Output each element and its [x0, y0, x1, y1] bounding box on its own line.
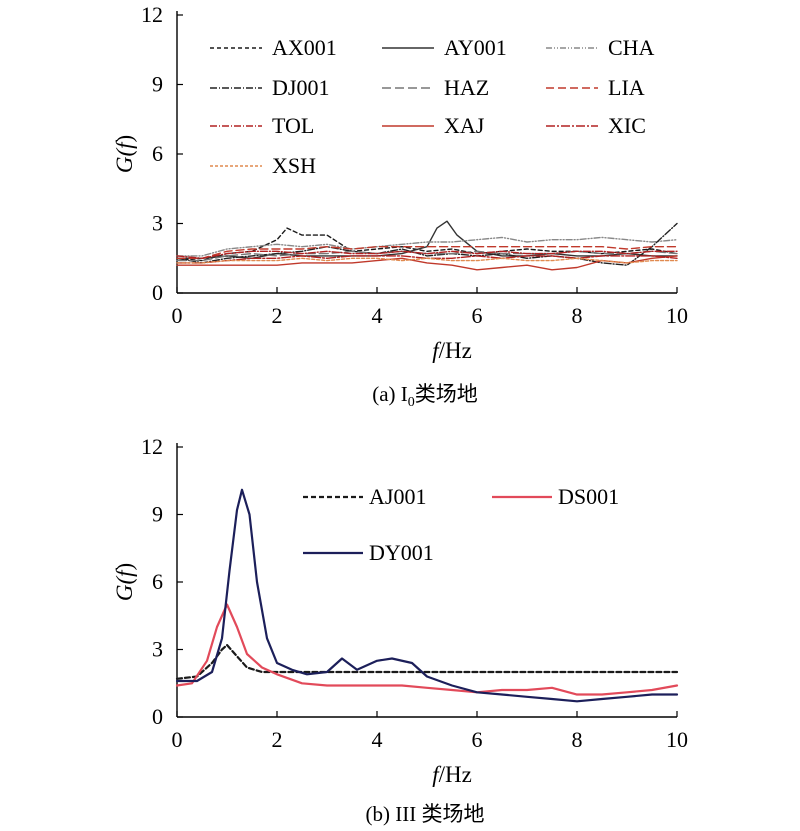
legend-label-xaj: XAJ [444, 113, 485, 138]
x-tick-label: 4 [372, 727, 383, 752]
caption-subscript: 0 [408, 395, 415, 410]
series-line-xaj [176, 255, 678, 271]
x-tick-label: 0 [172, 303, 183, 328]
y-tick-label: 12 [141, 434, 163, 459]
x-tick-label: 8 [572, 727, 583, 752]
legend-label-ax001: AX001 [272, 35, 337, 60]
y-axis-title: G(f) [112, 563, 137, 601]
chart-caption: (a) I0类场地 [372, 382, 478, 410]
legend-label-cha: CHA [608, 35, 655, 60]
y-axis-title: G(f) [112, 135, 137, 173]
chart-caption: (b) III 类场地 [366, 802, 485, 826]
caption-prefix: (a) I [372, 382, 408, 406]
y-axis-title-g: G( [112, 148, 137, 174]
x-tick-label: 6 [472, 727, 483, 752]
series-line-ds001 [175, 603, 679, 696]
legend-label-xsh: XSH [272, 153, 316, 178]
y-tick-label: 6 [152, 141, 163, 166]
legend-label-lia: LIA [608, 75, 645, 100]
legend-label-aj001: AJ001 [369, 484, 426, 509]
y-tick-label: 3 [152, 637, 163, 662]
y-tick-label: 6 [152, 569, 163, 594]
legend-label-xic: XIC [608, 113, 646, 138]
y-tick-label: 0 [152, 280, 163, 305]
x-axis-title-f: f [432, 338, 442, 363]
caption-suffix: 类场地 [415, 382, 478, 406]
series-line-aj001 [175, 643, 679, 680]
series-line-haz [176, 250, 678, 262]
legend-label-ds001: DS001 [558, 484, 619, 509]
legend-label-ay001: AY001 [444, 35, 507, 60]
y-axis-title-f: f [112, 567, 137, 577]
series-line-lia [176, 246, 678, 259]
legend-label-tol: TOL [272, 113, 314, 138]
x-tick-label: 2 [272, 303, 283, 328]
x-axis-title-unit: /Hz [439, 338, 472, 363]
x-tick-label: 10 [666, 303, 688, 328]
y-axis-title-f: f [112, 139, 137, 149]
series-line-dy001 [175, 488, 679, 703]
x-axis-title-unit: /Hz [439, 762, 472, 787]
x-tick-label: 6 [472, 303, 483, 328]
x-tick-label: 0 [172, 727, 183, 752]
x-tick-label: 4 [372, 303, 383, 328]
series-line-dj001 [176, 222, 678, 266]
series-line-ax001 [176, 227, 678, 262]
y-axis-title-g: G( [112, 576, 137, 602]
legend-label-dy001: DY001 [369, 540, 434, 565]
y-axis-title-close: ) [112, 135, 137, 143]
y-tick-label: 3 [152, 211, 163, 236]
y-tick-label: 12 [141, 2, 163, 27]
series-line-ay001 [176, 220, 678, 259]
x-tick-label: 10 [666, 727, 688, 752]
x-axis-title: f/Hz [432, 338, 472, 363]
series-line-cha [176, 236, 678, 257]
x-axis-title: f/Hz [432, 762, 472, 787]
y-axis-title-close: ) [112, 563, 137, 571]
legend-label-haz: HAZ [444, 75, 489, 100]
legend-label-dj001: DJ001 [272, 75, 329, 100]
y-tick-label: 9 [152, 502, 163, 527]
series-line-xic [176, 255, 678, 264]
y-tick-label: 9 [152, 72, 163, 97]
y-tick-label: 0 [152, 704, 163, 729]
x-tick-label: 2 [272, 727, 283, 752]
series-line-xsh [176, 257, 678, 264]
x-axis-title-f: f [432, 762, 442, 787]
x-tick-label: 8 [572, 303, 583, 328]
series-line-tol [176, 250, 678, 259]
